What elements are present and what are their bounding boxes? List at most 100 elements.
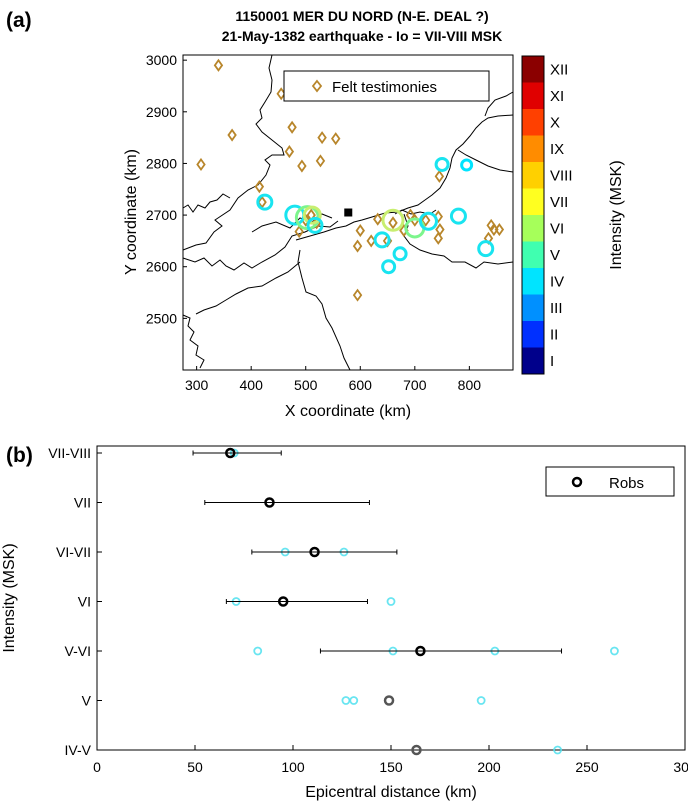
intensity-circle-6 (373, 231, 391, 249)
colorbar-segment-VII (522, 188, 544, 216)
map-y-tick-label: 2600 (146, 259, 177, 275)
plot-b-x-tick-label: 200 (477, 759, 501, 775)
intensity-circle-5 (306, 216, 324, 234)
plot-b-y-axis-label: Intensity (MSK) (1, 543, 18, 652)
felt-testimony-20 (373, 212, 383, 226)
observation-point-5 (386, 597, 396, 606)
observation-point-6 (253, 646, 263, 656)
felt-testimony-3 (227, 128, 237, 142)
colorbar-segment-VIII (522, 162, 544, 189)
plot-b-x-tick-label: 150 (379, 759, 403, 775)
intensity-circle-12 (449, 207, 467, 225)
felt-testimony-6 (331, 132, 341, 146)
map-x-tick-label: 300 (185, 377, 209, 393)
map-y-tick-label: 3000 (146, 52, 177, 68)
plot-b-x-tick-label: 250 (575, 759, 599, 775)
felt-testimony-31 (434, 169, 445, 183)
felt-testimony-17 (355, 224, 365, 238)
colorbar-tick-label: IV (550, 273, 564, 290)
map-x-tick-label: 700 (403, 377, 427, 393)
plot-b-marks (192, 447, 619, 756)
map-axes: 300 400 500 600 700 800 2500 2600 2700 2800 2900 30… (146, 52, 481, 393)
plot-b-y-tick-label: VII-VIII (48, 445, 91, 461)
robs-legend-label: Robs (609, 475, 644, 492)
map-area (182, 54, 514, 371)
plot-b-x-tick-label: 300 (673, 759, 688, 775)
plot-b-legend-box (545, 466, 675, 497)
colorbar (522, 56, 544, 375)
felt-testimony-34 (494, 223, 505, 237)
observation-point-13 (553, 745, 562, 755)
felt-testimony-11 (254, 180, 265, 194)
colorbar-tick-label: XI (550, 88, 564, 105)
colorbar-segment-X (522, 109, 544, 136)
map-y-axis-label: Y coordinate (km) (123, 149, 140, 275)
plot-b-x-tick-label: 0 (93, 759, 101, 775)
colorbar-tick-label: VI (550, 220, 564, 237)
colorbar-segment-XII (522, 56, 544, 83)
felt-testimony-29 (433, 231, 443, 245)
map-y-tick-label: 2900 (146, 104, 177, 120)
intensity-circle-11 (418, 211, 438, 231)
map-y-tick-label: 2700 (146, 207, 177, 223)
plot-b-y-tick-label: VI (78, 594, 91, 610)
intensity-circle-4 (302, 205, 322, 225)
plot-b-legend: Robs (545, 466, 675, 497)
felt-testimony-1 (213, 58, 224, 72)
colorbar-tick-label: II (550, 326, 558, 343)
robs-legend-marker (571, 476, 583, 488)
colorbar-segment-II (522, 321, 544, 348)
robs-point-2 (264, 497, 275, 508)
map-y-tick-label: 2500 (146, 310, 177, 326)
intensity-circle-14 (460, 158, 474, 172)
colorbar-segment-VI (522, 215, 544, 242)
felt-testimony-27 (433, 210, 443, 224)
robs-point-7 (411, 744, 422, 756)
robs-point-1 (225, 447, 236, 459)
observation-point-12 (476, 696, 486, 705)
intensity-circle-1 (256, 193, 274, 211)
colorbar-segment-III (522, 294, 544, 322)
map-x-tick-label: 800 (458, 377, 482, 393)
colorbar-label: Intensity (MSK) (608, 160, 625, 269)
map-y-tick-label: 2800 (146, 155, 177, 171)
colorbar-segment-V (522, 241, 544, 269)
robs-point-5 (415, 645, 426, 657)
felt-testimony-5 (317, 131, 327, 145)
map-title-line1: 1150001 MER DU NORD (N-E. DEAL ?) (235, 8, 488, 24)
felt-testimony-7 (284, 145, 295, 159)
plot-b-x-tick-label: 100 (281, 759, 305, 775)
panel-b-label: (b) (6, 444, 33, 467)
map-x-tick-label: 400 (240, 377, 264, 393)
felt-testimony-19 (366, 234, 376, 248)
observation-point-11 (349, 696, 359, 705)
felt-testimony-4 (287, 120, 297, 134)
felt-testimony-8 (297, 159, 307, 173)
colorbar-tick-label: VII (550, 194, 568, 211)
map-frame (182, 54, 514, 371)
intensity-circle-13 (434, 156, 450, 172)
colorbar-segment-XI (522, 82, 544, 110)
intensity-circle-8 (392, 246, 408, 262)
colorbar-tick-label: X (550, 114, 560, 131)
felt-legend-label: Felt testimonies (332, 79, 437, 96)
intensity-circle-7 (381, 208, 405, 232)
colorbar-tick-label: VIII (550, 167, 573, 184)
panel-a-label: (a) (6, 9, 32, 32)
colorbar-tick-label: IX (550, 141, 564, 158)
felt-testimony-18 (352, 239, 363, 253)
felt-testimony-10 (196, 157, 206, 172)
plot-b-x-axis-label: Epicentral distance (km) (305, 784, 477, 801)
colorbar-tick-label: III (550, 300, 563, 317)
robs-point-6 (383, 695, 395, 706)
colorbar-tick-label: I (550, 353, 554, 370)
epicenter-marker (344, 208, 353, 217)
plot-b-y-tick-label: IV-V (65, 742, 92, 758)
map-x-axis-label: X coordinate (km) (285, 403, 411, 420)
robs-point-4 (277, 596, 289, 607)
colorbar-segment-IX (522, 135, 544, 163)
felt-legend-diamond (311, 79, 323, 93)
felt-testimony-21 (352, 288, 363, 302)
